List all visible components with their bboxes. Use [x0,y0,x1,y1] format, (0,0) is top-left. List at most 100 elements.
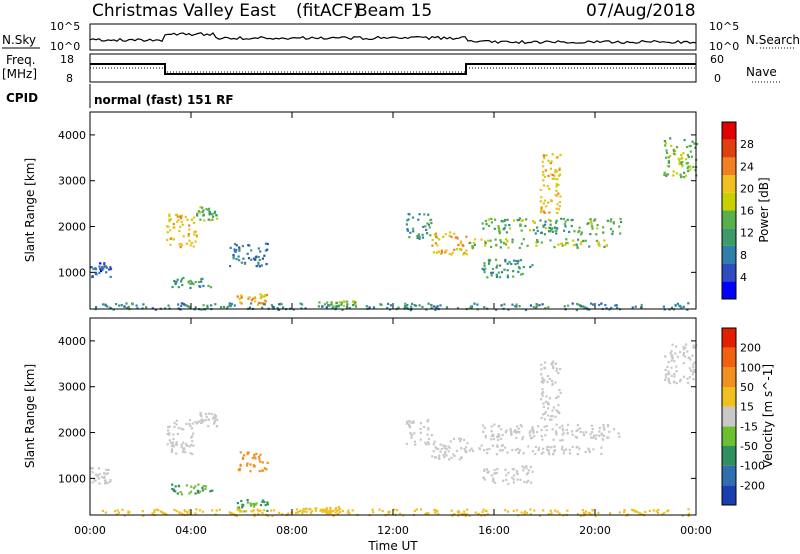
colorbar-segment [722,328,736,348]
scatter-cell [457,243,460,247]
scatter-cell [499,246,502,249]
scatter-cell [238,246,241,249]
scatter-cell [517,218,520,222]
colorbar-frame [721,121,737,300]
scatter-cell [195,235,198,238]
scatter-cell [540,207,543,210]
scatter-cell [365,305,368,308]
scatter-cell [542,391,545,394]
scatter-cell [185,484,188,487]
scatter-cell [189,244,192,247]
scatter-cell [471,449,475,453]
scatter-cell [562,449,565,452]
scatter-cell [233,304,236,307]
scatter-cell [545,205,548,208]
scatter-cell [693,361,696,364]
scatter-cell [450,253,453,256]
scatter-cell [421,236,425,239]
scatter-cell [163,512,166,515]
scatter-cell [265,263,268,266]
scatter-cell [662,305,665,308]
scatter-cell [189,279,192,282]
scatter-cell [566,218,569,221]
scatter-cell [192,245,195,248]
scatter-cell [545,395,548,398]
scatter-cell [258,470,261,473]
scatter-cell [572,244,575,247]
scatter-cell [473,302,476,305]
scatter-cell [106,305,109,308]
scatter-cell [433,456,437,459]
scatter-cell [679,351,682,354]
scatter-cell [503,268,506,271]
scatter-cell [666,373,669,376]
scatter-cell [579,304,582,307]
scatter-cell [601,438,604,441]
scatter-cell [243,262,247,265]
scatter-cell [337,305,340,308]
scatter-cell [141,510,144,513]
scatter-cell [180,446,183,449]
scatter-cell [556,194,559,197]
scatter-cell [595,233,598,236]
scatter-cell [544,306,547,310]
scatter-cell [548,377,552,381]
scatter-cell [544,434,547,437]
scatter-cell [188,445,191,448]
scatter-cell [684,346,687,349]
scatter-cell [572,239,575,242]
scatter-cell [406,304,409,307]
scatter-cell [516,478,519,481]
scatter-cell [540,435,543,438]
scatter-cell [196,212,199,215]
scatter-cell [368,306,371,309]
scatter-cell [487,262,491,265]
scatter-cell [443,456,446,459]
scatter-cell [242,504,245,507]
scatter-cell [491,271,494,274]
scatter-cell [506,269,509,272]
scatter-cell [106,481,109,485]
scatter-cell [194,306,197,309]
scatter-cell [278,303,281,306]
scatter-cell [166,433,169,436]
scatter-cell [145,306,148,309]
scatter-cell [346,303,349,306]
scatter-cell [609,512,612,515]
scatter-cell [335,305,338,308]
scatter-cell [665,174,668,177]
scatter-cell [507,246,510,249]
scatter-cell [543,412,546,415]
scatter-cell [496,435,499,438]
scatter-cell [490,434,493,437]
scatter-cell [521,272,524,275]
scatter-cell [514,305,517,308]
scatter-cell [508,224,511,227]
scatter-cell [550,418,553,421]
scatter-cell [576,246,579,249]
scatter-cell [168,218,171,221]
scatter-cell [259,453,262,456]
scatter-cell [266,461,269,464]
scatter-cell [598,430,601,433]
scatter-cell [540,416,543,419]
scatter-cell [675,370,678,373]
colorbar-tick-label: 100 [740,361,761,374]
scatter-cell [188,224,191,227]
scatter-cell [687,514,690,518]
scatter-cell [535,430,539,434]
scatter-cell [115,303,118,306]
scatter-cell [188,228,191,231]
scatter-cell [493,227,496,230]
scatter-cell [486,513,489,516]
scatter-cell [623,509,626,512]
scatter-cell [549,167,552,170]
scatter-cell [177,427,180,430]
scatter-cell [183,303,186,306]
colorbar-segment [722,122,736,140]
scatter-cell [242,257,245,260]
scatter-cell [431,238,434,242]
scatter-cell [681,165,684,168]
scatter-cell [562,429,565,432]
scatter-cell [182,441,185,444]
